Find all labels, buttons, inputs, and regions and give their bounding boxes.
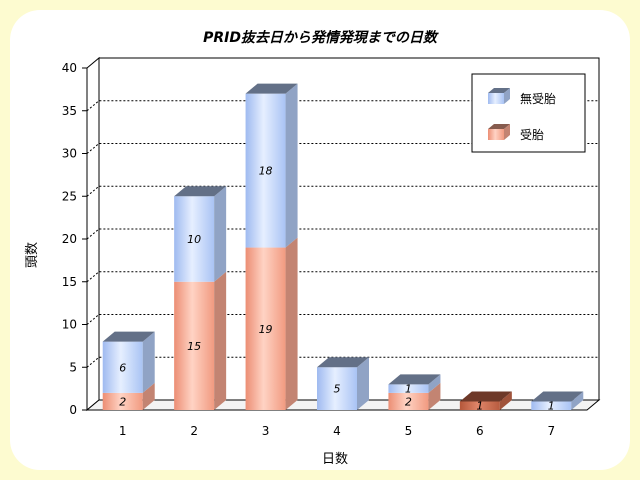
data-label: 19 [259, 323, 273, 336]
gridline [86, 228, 599, 240]
x-axis-title: 日数 [322, 452, 348, 467]
legend-swatch [488, 93, 504, 104]
x-tick-label: 3 [262, 424, 270, 438]
data-label: 1 [405, 383, 412, 396]
y-tick-label: 25 [62, 189, 77, 203]
bar-side [142, 382, 155, 410]
bar-segment-受胎 [388, 382, 441, 410]
bar-front [317, 367, 357, 410]
y-tick-label: 0 [69, 403, 77, 417]
bar-side [499, 391, 512, 410]
bar-front [245, 93, 286, 248]
legend-item-受胎: 受胎 [488, 124, 544, 142]
x-tick-label: 2 [190, 424, 198, 438]
gridline [86, 314, 599, 325]
legend-swatch [488, 129, 504, 140]
gridline [86, 356, 599, 368]
bar-side [285, 83, 298, 248]
bar-segment-受胎 [459, 391, 512, 410]
data-label: 18 [259, 165, 273, 178]
bar-segment-受胎 [245, 237, 298, 410]
y-tick-label: 15 [62, 275, 77, 289]
y-tick-label: 5 [69, 360, 77, 374]
data-label: 15 [187, 340, 201, 353]
bar-side [428, 382, 441, 410]
bar-segment-受胎 [102, 382, 155, 410]
gridline [86, 185, 599, 197]
bar-front [459, 401, 500, 410]
x-tick-label: 5 [405, 424, 413, 438]
bar-front [245, 247, 286, 410]
x-tick-label: 6 [476, 424, 484, 438]
gridline [86, 100, 599, 112]
y-tick-label: 30 [62, 147, 77, 161]
y-tick-label: 10 [62, 318, 77, 332]
data-label: 6 [119, 361, 126, 374]
bar-top [102, 331, 155, 342]
legend-swatch-top [488, 88, 510, 93]
bar-front [102, 341, 143, 393]
bar-side [142, 331, 155, 393]
data-label: 1 [476, 400, 483, 413]
bar-front [388, 392, 429, 410]
bar-top [531, 391, 584, 402]
bar-side [357, 357, 369, 410]
data-label: 5 [334, 383, 341, 396]
bar-segment-無受胎 [531, 391, 584, 410]
y-tick-label: 35 [62, 104, 77, 118]
data-label: 1 [548, 400, 555, 413]
bar-segment-無受胎 [102, 331, 155, 393]
bar-side [428, 374, 441, 393]
bar-front [174, 281, 215, 410]
y-tick-label: 20 [62, 232, 77, 246]
bar-side [214, 271, 227, 410]
x-tick-label: 4 [333, 424, 341, 438]
data-label: 2 [405, 395, 412, 408]
x-axis-ticks: 1 2 3 4 5 6 7 [119, 424, 555, 438]
x-tick-label: 7 [547, 424, 555, 438]
legend-swatch-side [504, 124, 510, 140]
legend-swatch-side [504, 88, 510, 104]
y-tick-label: 40 [62, 61, 77, 75]
bar-front [531, 401, 572, 410]
bar-front [102, 392, 143, 410]
bar-segment-無受胎 [317, 357, 369, 410]
data-label: 10 [187, 233, 201, 246]
bar-side [214, 186, 227, 282]
bar-top [245, 83, 298, 94]
chart-title: PRID抜去日から発情発現までの日数 [203, 29, 439, 46]
gridline [86, 271, 599, 283]
bar-side [285, 237, 298, 410]
bar-segment-無受胎 [174, 186, 227, 282]
bar-top [174, 186, 227, 197]
bar-top [388, 374, 441, 385]
bar-top [317, 357, 369, 368]
bar-segment-受胎 [174, 271, 227, 410]
bar-top [459, 391, 512, 402]
bar-front [388, 384, 429, 393]
bar-segment-無受胎 [388, 374, 441, 393]
legend-item-無受胎: 無受胎 [488, 88, 556, 106]
plot-side-wall [86, 56, 100, 412]
bar-front [174, 196, 215, 282]
legend-swatch-top [488, 124, 510, 129]
legend-label: 受胎 [520, 128, 544, 142]
bars [102, 83, 584, 410]
gridlines [86, 100, 599, 368]
y-axis-title: 頭数 [25, 242, 40, 268]
bar-side [571, 391, 584, 410]
data-label: 2 [119, 395, 126, 408]
bar-segment-無受胎 [245, 83, 298, 248]
gridline [86, 143, 599, 154]
legend-label: 無受胎 [520, 91, 556, 106]
x-tick-label: 1 [119, 424, 127, 438]
